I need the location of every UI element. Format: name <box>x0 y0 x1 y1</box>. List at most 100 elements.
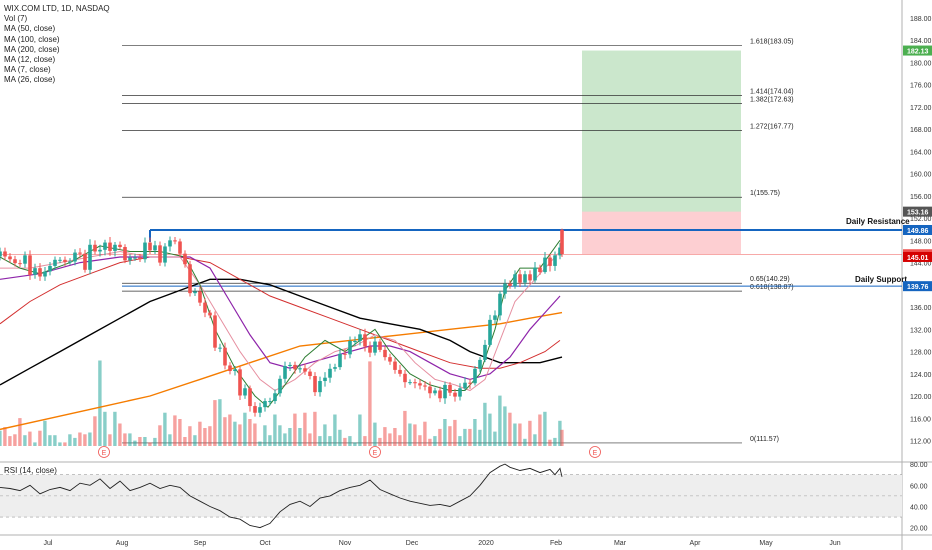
price-tag-label: 139.76 <box>907 284 929 291</box>
candle-body <box>3 251 7 257</box>
volume-bar <box>438 428 442 446</box>
volume-bar <box>268 435 272 446</box>
volume-bar <box>488 413 492 446</box>
volume-bar <box>403 410 407 446</box>
volume-bar <box>33 442 37 446</box>
ma100-line <box>0 278 563 386</box>
candle-body <box>288 364 292 367</box>
time-tick-label: May <box>759 540 773 547</box>
candle-body <box>233 369 237 372</box>
rsi-tick-label: 40.00 <box>910 504 928 511</box>
candle-body <box>273 393 277 402</box>
candle-body <box>478 359 482 369</box>
volume-bar <box>118 423 122 446</box>
candle-body <box>38 268 42 277</box>
volume-bar <box>48 435 52 446</box>
candle-body <box>518 274 522 283</box>
candle-body <box>328 368 332 378</box>
candle-body <box>538 267 542 273</box>
symbol-label: WIX.COM LTD, 1D, NASDAQ <box>4 4 110 13</box>
time-tick-label: Nov <box>339 540 352 547</box>
volume-bar <box>253 423 257 446</box>
candle-body <box>243 388 247 396</box>
volume-bar <box>128 433 132 446</box>
volume-bar <box>328 436 332 446</box>
chart-legend: WIX.COM LTD, 1D, NASDAQ Vol (7) MA (50, … <box>4 4 110 86</box>
candle-body <box>128 257 132 261</box>
candle-body <box>48 265 52 272</box>
candle-body <box>58 259 62 261</box>
volume-bar <box>348 436 352 446</box>
time-tick-label: Apr <box>690 540 702 547</box>
candle-body <box>363 334 367 347</box>
candle-body <box>383 349 387 358</box>
candle-body <box>138 257 142 260</box>
volume-bar <box>208 426 212 446</box>
candle-body <box>423 385 427 387</box>
candle-body <box>548 257 552 266</box>
volume-bar <box>458 436 462 446</box>
price-tag <box>903 251 932 262</box>
time-tick-label: Jun <box>829 540 840 547</box>
volume-bar <box>323 424 327 446</box>
candle-body <box>238 369 242 396</box>
time-tick-label: Dec <box>406 540 419 547</box>
candle-body <box>213 315 217 348</box>
price-tick-label: 112.00 <box>910 439 931 446</box>
volume-bar <box>313 411 317 446</box>
candle-body <box>23 255 27 264</box>
volume-bar <box>23 435 27 446</box>
candle-body <box>223 347 227 366</box>
stop-zone <box>582 211 741 255</box>
candle-body <box>278 378 282 394</box>
daily-support-label: Daily Support <box>855 275 907 284</box>
candle-body <box>498 293 502 316</box>
fib-level-label: 0.618(138.87) <box>750 284 794 291</box>
volume-bar <box>388 433 392 446</box>
volume-bar <box>138 437 142 446</box>
candle-body <box>418 383 422 386</box>
candle-body <box>468 382 472 384</box>
price-tag-label: 182.13 <box>907 49 929 56</box>
candle-body <box>63 259 67 263</box>
volume-bar <box>58 442 62 446</box>
price-tick-label: 180.00 <box>910 60 932 67</box>
candle-body <box>228 365 232 372</box>
volume-bar <box>468 428 472 446</box>
price-tick-label: 172.00 <box>910 105 932 112</box>
volume-bar <box>408 423 412 446</box>
candle-body <box>28 255 32 275</box>
volume-bar <box>163 412 167 446</box>
earnings-marker-label: E <box>102 450 107 457</box>
candle-body <box>123 247 127 261</box>
ma12-line <box>0 250 561 392</box>
candle-body <box>560 229 564 255</box>
candle-body <box>103 242 107 250</box>
candle-body <box>148 242 152 251</box>
volume-bar <box>68 434 72 446</box>
volume-bar <box>173 415 177 446</box>
candle-body <box>43 271 47 277</box>
volume-bar <box>78 432 82 446</box>
volume-bar <box>283 433 287 446</box>
candle-body <box>358 334 362 341</box>
candle-body <box>283 366 287 379</box>
volume-bar <box>248 419 252 446</box>
volume-bar <box>168 434 172 446</box>
candle-body <box>393 361 397 370</box>
candle-body <box>0 251 2 257</box>
volume-bar <box>223 417 227 446</box>
candle-body <box>403 373 407 383</box>
candle-body <box>343 353 347 355</box>
candle-body <box>188 264 192 294</box>
candle-body <box>198 291 202 303</box>
volume-bar <box>98 360 102 446</box>
candle-body <box>218 347 222 349</box>
volume-bar <box>538 414 542 446</box>
volume-bar <box>198 421 202 446</box>
volume-bar <box>203 428 207 446</box>
rsi-tick-label: 60.00 <box>910 483 928 490</box>
candle-body <box>338 353 342 368</box>
candle-body <box>483 344 487 360</box>
